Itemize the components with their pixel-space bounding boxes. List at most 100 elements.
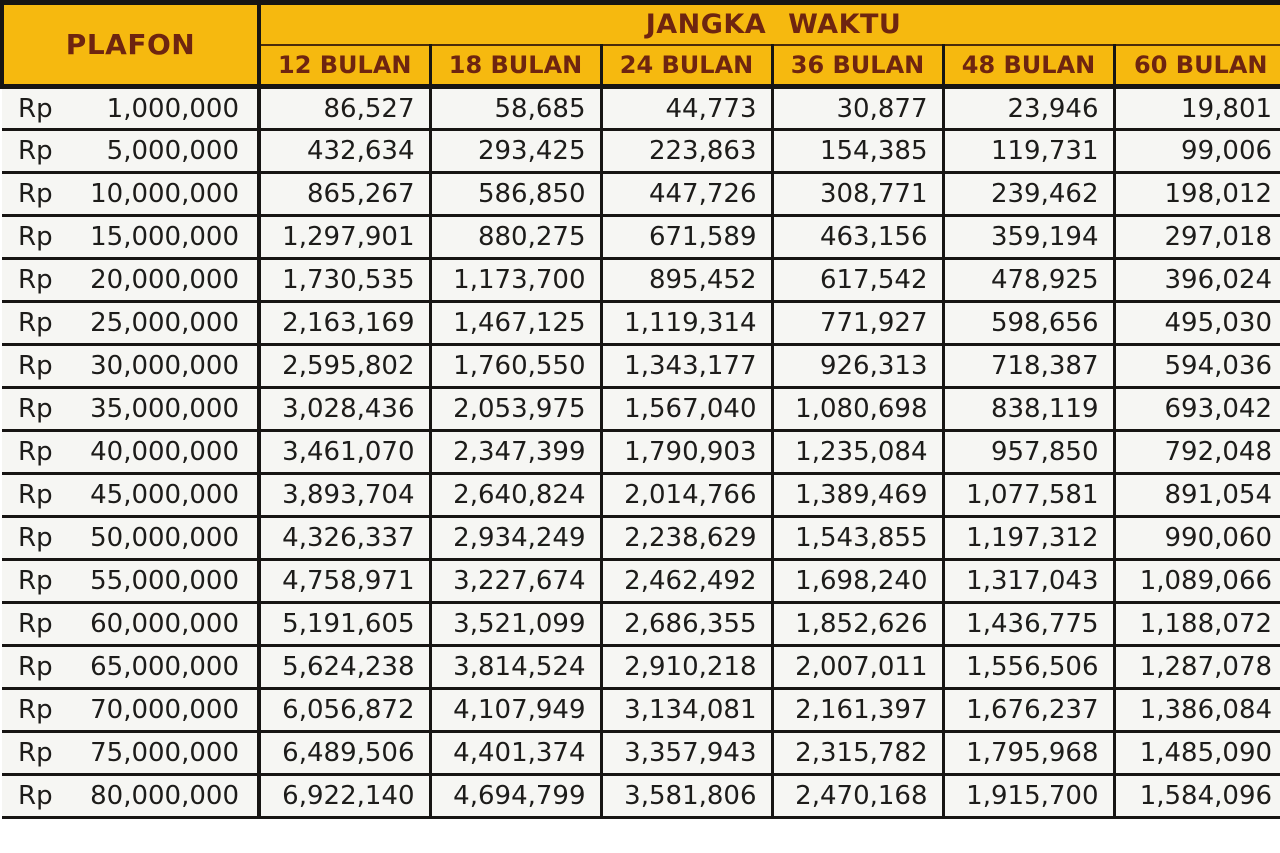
installment-value-cell: 2,161,397 <box>772 688 945 733</box>
plafon-cell: Rp 45,000,000 <box>2 473 261 518</box>
installment-value-cell: 4,326,337 <box>259 516 432 561</box>
plafon-cell: Rp 75,000,000 <box>2 731 261 776</box>
table-row: Rp 50,000,000 4,326,337 2,934,249 2,238,629 1… <box>2 516 1280 561</box>
installment-value-cell: 671,589 <box>601 215 774 260</box>
installment-value-cell: 1,795,968 <box>943 731 1116 776</box>
installment-value-cell: 792,048 <box>1114 430 1280 475</box>
installment-value-cell: 6,922,140 <box>259 774 432 819</box>
installment-value-cell: 198,012 <box>1114 172 1280 217</box>
plafon-amount: 35,000,000 <box>90 394 239 424</box>
plafon-cell: Rp 10,000,000 <box>2 172 261 217</box>
plafon-cell: Rp 65,000,000 <box>2 645 261 690</box>
table-row: Rp 55,000,000 4,758,971 3,227,674 2,462,492 1… <box>2 559 1280 604</box>
installment-value-cell: 1,543,855 <box>772 516 945 561</box>
installment-value-cell: 5,191,605 <box>259 602 432 647</box>
installment-value-cell: 2,934,249 <box>430 516 603 561</box>
installment-value-cell: 2,315,782 <box>772 731 945 776</box>
plafon-amount: 65,000,000 <box>90 652 239 682</box>
plafon-cell: Rp 1,000,000 <box>2 86 261 131</box>
installment-value-cell: 3,134,081 <box>601 688 774 733</box>
installment-value-cell: 58,685 <box>430 86 603 131</box>
installment-value-cell: 771,927 <box>772 301 945 346</box>
installment-value-cell: 6,489,506 <box>259 731 432 776</box>
plafon-amount: 15,000,000 <box>90 222 239 252</box>
installment-value-cell: 1,730,535 <box>259 258 432 303</box>
currency-prefix: Rp <box>18 265 53 295</box>
installment-value-cell: 4,107,949 <box>430 688 603 733</box>
period-column-header: 24 BULAN <box>601 44 774 89</box>
table-row: Rp 65,000,000 5,624,238 3,814,524 2,910,218 2… <box>2 645 1280 690</box>
jangka-waktu-header: JANGKA WAKTU <box>259 0 1280 46</box>
plafon-cell: Rp 25,000,000 <box>2 301 261 346</box>
installment-value-cell: 718,387 <box>943 344 1116 389</box>
installment-value-cell: 1,119,314 <box>601 301 774 346</box>
installment-value-cell: 1,485,090 <box>1114 731 1280 776</box>
installment-value-cell: 432,634 <box>259 129 432 174</box>
table-row: Rp 75,000,000 6,489,506 4,401,374 3,357,943 2… <box>2 731 1280 776</box>
installment-value-cell: 4,401,374 <box>430 731 603 776</box>
installment-value-cell: 5,624,238 <box>259 645 432 690</box>
installment-value-cell: 891,054 <box>1114 473 1280 518</box>
installment-value-cell: 1,197,312 <box>943 516 1116 561</box>
currency-prefix: Rp <box>18 179 53 209</box>
table-row: Rp 40,000,000 3,461,070 2,347,399 1,790,903 1… <box>2 430 1280 475</box>
period-column-header: 48 BULAN <box>943 44 1116 89</box>
plafon-cell: Rp 55,000,000 <box>2 559 261 604</box>
installment-value-cell: 2,347,399 <box>430 430 603 475</box>
table-row: Rp 10,000,000 865,267 586,850 447,726 308,771… <box>2 172 1280 217</box>
plafon-cell: Rp 60,000,000 <box>2 602 261 647</box>
currency-prefix: Rp <box>18 394 53 424</box>
plafon-amount: 75,000,000 <box>90 738 239 768</box>
plafon-cell: Rp 5,000,000 <box>2 129 261 174</box>
installment-value-cell: 23,946 <box>943 86 1116 131</box>
currency-prefix: Rp <box>18 523 53 553</box>
installment-value-cell: 1,760,550 <box>430 344 603 389</box>
installment-table: PLAFON JANGKA WAKTU 12 BULAN 18 BULAN 24 B… <box>0 0 1280 819</box>
currency-prefix: Rp <box>18 480 53 510</box>
installment-value-cell: 359,194 <box>943 215 1116 260</box>
installment-value-cell: 2,163,169 <box>259 301 432 346</box>
installment-value-cell: 239,462 <box>943 172 1116 217</box>
installment-value-cell: 693,042 <box>1114 387 1280 432</box>
plafon-cell: Rp 80,000,000 <box>2 774 261 819</box>
installment-value-cell: 495,030 <box>1114 301 1280 346</box>
plafon-amount: 70,000,000 <box>90 695 239 725</box>
table-row: Rp 80,000,000 6,922,140 4,694,799 3,581,806 2… <box>2 774 1280 819</box>
table-row: Rp 30,000,000 2,595,802 1,760,550 1,343,177 9… <box>2 344 1280 389</box>
currency-prefix: Rp <box>18 695 53 725</box>
installment-value-cell: 3,814,524 <box>430 645 603 690</box>
installment-value-cell: 223,863 <box>601 129 774 174</box>
table-row: Rp 20,000,000 1,730,535 1,173,700 895,452 617… <box>2 258 1280 303</box>
installment-value-cell: 154,385 <box>772 129 945 174</box>
installment-value-cell: 44,773 <box>601 86 774 131</box>
installment-value-cell: 617,542 <box>772 258 945 303</box>
currency-prefix: Rp <box>18 136 53 166</box>
plafon-column-header: PLAFON <box>0 0 261 89</box>
installment-value-cell: 4,758,971 <box>259 559 432 604</box>
currency-prefix: Rp <box>18 652 53 682</box>
plafon-cell: Rp 40,000,000 <box>2 430 261 475</box>
plafon-amount: 50,000,000 <box>90 523 239 553</box>
installment-value-cell: 598,656 <box>943 301 1116 346</box>
installment-value-cell: 1,915,700 <box>943 774 1116 819</box>
table-row: Rp 35,000,000 3,028,436 2,053,975 1,567,040 1… <box>2 387 1280 432</box>
installment-value-cell: 865,267 <box>259 172 432 217</box>
installment-value-cell: 396,024 <box>1114 258 1280 303</box>
installment-value-cell: 1,556,506 <box>943 645 1116 690</box>
installment-value-cell: 926,313 <box>772 344 945 389</box>
installment-value-cell: 1,235,084 <box>772 430 945 475</box>
installment-value-cell: 86,527 <box>259 86 432 131</box>
plafon-amount: 55,000,000 <box>90 566 239 596</box>
installment-value-cell: 594,036 <box>1114 344 1280 389</box>
plafon-amount: 40,000,000 <box>90 437 239 467</box>
header-row-periods: 12 BULAN 18 BULAN 24 BULAN 36 BULAN 48 BULAN… <box>2 44 1280 89</box>
installment-value-cell: 3,461,070 <box>259 430 432 475</box>
currency-prefix: Rp <box>18 738 53 768</box>
plafon-amount: 1,000,000 <box>106 93 239 124</box>
period-column-header: 60 BULAN <box>1114 44 1280 89</box>
installment-value-cell: 3,581,806 <box>601 774 774 819</box>
installment-value-cell: 2,640,824 <box>430 473 603 518</box>
installment-value-cell: 957,850 <box>943 430 1116 475</box>
plafon-amount: 45,000,000 <box>90 480 239 510</box>
